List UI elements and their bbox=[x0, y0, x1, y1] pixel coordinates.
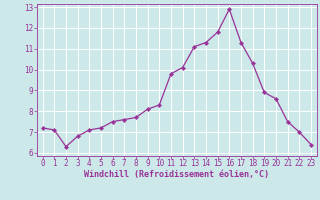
X-axis label: Windchill (Refroidissement éolien,°C): Windchill (Refroidissement éolien,°C) bbox=[84, 170, 269, 179]
